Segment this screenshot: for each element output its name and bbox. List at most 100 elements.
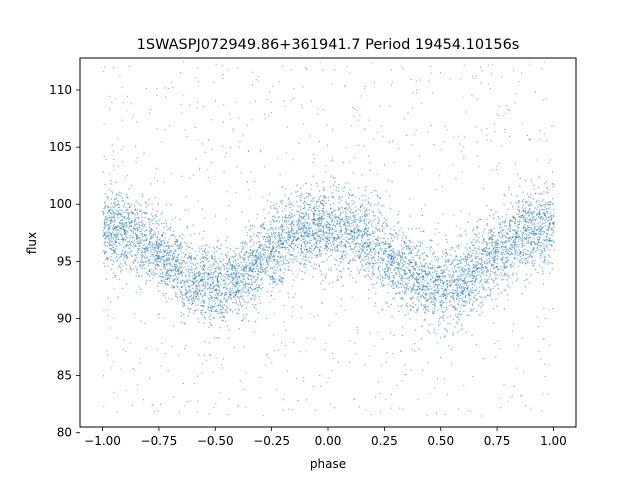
data-point (172, 258, 174, 260)
data-point (353, 226, 356, 229)
data-point (291, 235, 293, 237)
data-point (263, 258, 265, 260)
data-point (304, 262, 306, 264)
data-point (108, 226, 110, 228)
data-point (414, 263, 416, 265)
data-point (545, 217, 548, 219)
data-point (160, 281, 162, 283)
data-point (338, 207, 340, 209)
data-point (490, 289, 492, 291)
data-point (273, 278, 275, 280)
data-point (305, 183, 307, 185)
data-point (267, 249, 269, 251)
data-point (519, 252, 521, 255)
data-point (429, 295, 431, 297)
data-point (465, 303, 467, 305)
data-point (282, 243, 284, 245)
data-point (378, 243, 381, 245)
data-point (385, 263, 387, 265)
data-point (159, 245, 162, 247)
data-point (201, 289, 203, 292)
data-point (157, 257, 159, 259)
data-point (413, 277, 415, 279)
data-point (378, 209, 380, 211)
data-point (491, 244, 493, 247)
data-point (277, 242, 280, 244)
data-point (184, 292, 187, 294)
data-point (408, 264, 410, 266)
data-point (252, 295, 254, 297)
data-point (551, 183, 553, 185)
data-point (434, 297, 436, 299)
data-point (125, 283, 128, 285)
data-point (498, 252, 500, 254)
data-point (375, 227, 377, 229)
data-point (537, 243, 539, 245)
data-point (287, 248, 289, 250)
data-point (339, 258, 341, 260)
data-point (311, 219, 313, 221)
data-point (418, 300, 420, 302)
data-point (377, 266, 379, 269)
data-point (325, 224, 327, 226)
data-point (127, 217, 129, 219)
data-point (191, 272, 194, 274)
data-point (425, 292, 427, 294)
data-point (197, 274, 200, 276)
data-point (173, 249, 176, 251)
data-point (300, 228, 302, 230)
data-point (414, 269, 416, 271)
data-point (265, 249, 267, 251)
data-point (361, 203, 363, 206)
data-point (492, 257, 494, 259)
data-point (519, 238, 521, 240)
data-point (300, 248, 302, 251)
data-point (288, 232, 290, 234)
data-point (508, 276, 510, 279)
data-point (482, 273, 484, 275)
data-point (357, 213, 359, 215)
data-point (155, 268, 157, 270)
data-point (347, 221, 349, 223)
data-point (323, 197, 325, 199)
data-point (532, 248, 534, 250)
data-point (260, 267, 262, 269)
data-point (199, 279, 201, 281)
data-point (176, 285, 178, 287)
data-point (250, 298, 253, 300)
data-point (527, 241, 529, 243)
data-point (481, 235, 484, 237)
data-point (166, 284, 168, 286)
data-point (112, 211, 114, 213)
data-point (299, 227, 302, 230)
data-point (341, 187, 344, 189)
data-point (275, 284, 277, 286)
data-point (506, 260, 508, 262)
data-point (245, 261, 247, 263)
data-point (344, 254, 346, 256)
data-point (310, 249, 313, 251)
data-point (498, 247, 501, 249)
data-point (268, 257, 270, 259)
data-point (339, 232, 341, 234)
data-point (478, 246, 480, 248)
data-point (430, 292, 432, 294)
data-point (246, 265, 248, 267)
data-point (319, 246, 321, 248)
data-point (506, 248, 508, 250)
data-point (388, 254, 390, 256)
data-point (163, 222, 165, 225)
data-point (104, 218, 106, 220)
data-point (158, 251, 160, 253)
data-point (298, 218, 300, 221)
data-point (273, 255, 276, 257)
data-point (315, 246, 317, 248)
data-point (157, 236, 159, 238)
data-point (250, 269, 252, 271)
data-point (302, 217, 304, 219)
data-point (309, 204, 311, 206)
data-point (293, 237, 295, 239)
data-point (190, 242, 192, 244)
data-point (234, 255, 236, 257)
data-point (234, 267, 237, 269)
